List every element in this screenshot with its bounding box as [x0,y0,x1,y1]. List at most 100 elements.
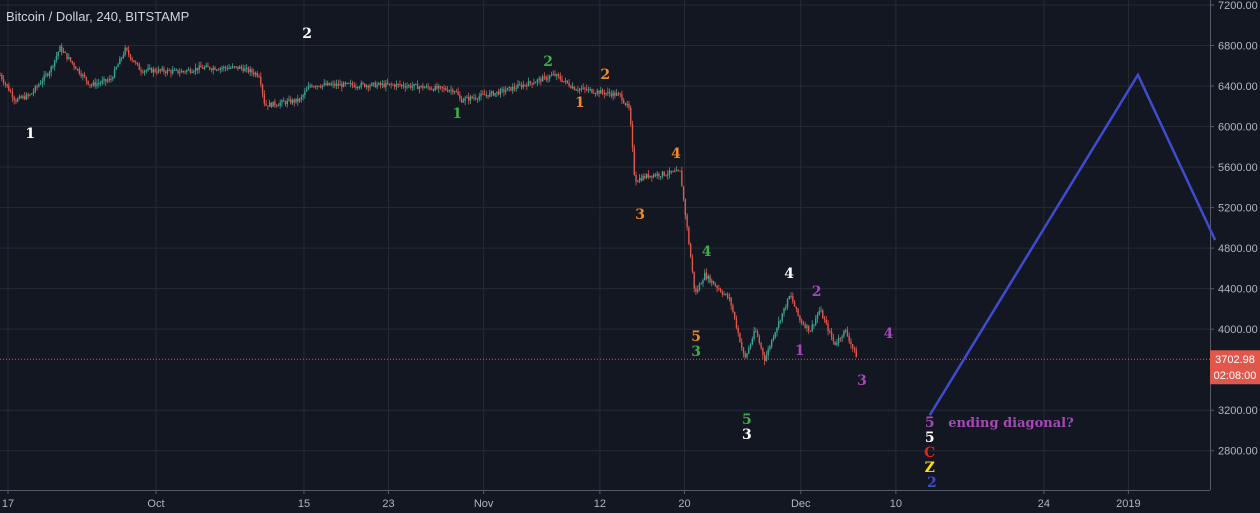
candle-body [557,74,560,77]
candle-body [549,75,551,79]
candle-body [99,82,102,84]
candle-body [193,71,195,73]
candle-body [485,95,487,97]
candle-body [307,86,310,90]
candle-body [105,79,107,82]
candle-body [677,170,680,172]
candle-body [409,85,412,88]
wave-label: 3 [857,373,867,389]
candle-body [503,89,505,93]
candle-body [600,89,602,94]
candle-body [522,84,524,88]
wave-label: 5 [742,412,752,428]
candle-body [519,84,521,86]
candle-body [328,82,331,86]
candle-body [393,84,396,87]
projection-line [928,72,1217,416]
candle-body [184,71,186,73]
last-price-badge [1210,350,1260,385]
candle-body [582,87,584,89]
candle-body [781,313,783,321]
candle-body [506,87,509,91]
candle-body [568,82,570,87]
candle-body [603,92,606,95]
candle-body [302,95,304,97]
candle-body [716,285,718,289]
candle-body [416,84,419,90]
candle-body [224,66,227,68]
candle-body [75,66,77,70]
candle-body [298,98,301,102]
candle-body [212,67,214,71]
candle-body [723,293,725,295]
candle-body [397,83,399,85]
candle-body [608,91,611,94]
candle-body [540,78,542,82]
candle-body [529,81,532,83]
candle-body [385,82,387,88]
candle-body [681,170,683,187]
candle-body [339,83,341,86]
candle-body [464,98,466,101]
candle-body [566,80,569,83]
candle-body [231,66,234,68]
candle-body [536,79,539,83]
candle-body [277,105,280,107]
candle-body [432,89,435,91]
candle-body [686,215,688,228]
candle-body [369,85,371,88]
candle-body [179,72,181,74]
candle-body [733,311,736,319]
price-tick-label: 4800.00 [1218,243,1258,255]
candle-body [487,95,489,97]
candle-body [43,75,45,81]
candle-body [131,58,133,61]
candle-body [150,68,153,73]
candle-body [279,102,281,106]
candle-body [143,70,146,73]
candle-body [159,69,162,71]
candle-body [651,175,653,178]
candle-body [647,174,650,178]
candle-body [66,52,68,59]
candle-body [309,85,311,87]
candle-body [80,73,82,77]
candle-body [852,344,854,348]
candle-body [760,342,762,348]
candle-body [207,65,209,67]
candle-body [284,101,287,105]
candle-body [512,86,514,91]
candle-body [832,337,835,342]
candle-body [418,86,421,90]
candle-body [221,68,223,70]
time-tick-label: 10 [890,498,902,510]
candle-body [758,336,761,343]
wave-label: 1 [575,95,585,111]
candle-body [57,51,59,56]
candle-body [349,83,352,85]
candle-body [430,89,433,91]
candle-body [390,83,392,85]
candle-body [173,69,176,71]
last-price-label: 3702.98 [1215,354,1255,366]
candle-body [482,93,484,95]
candle-body [659,176,662,178]
candle-body [371,83,373,86]
candle-body [670,170,672,173]
candle-body [265,103,267,106]
candle-body [443,88,445,90]
candle-body [425,86,428,88]
candle-body [704,272,706,281]
wave-label: 1 [452,106,462,122]
wave-label: 2 [302,26,312,42]
candle-body [667,174,669,176]
candle-body [739,333,741,343]
candle-body [644,176,646,179]
candle-body [490,91,493,93]
time-tick-label: 2019 [1116,498,1140,510]
candle-body [323,83,325,85]
candle-body [533,83,535,85]
candle-body [305,89,308,92]
candle-body [658,173,660,177]
